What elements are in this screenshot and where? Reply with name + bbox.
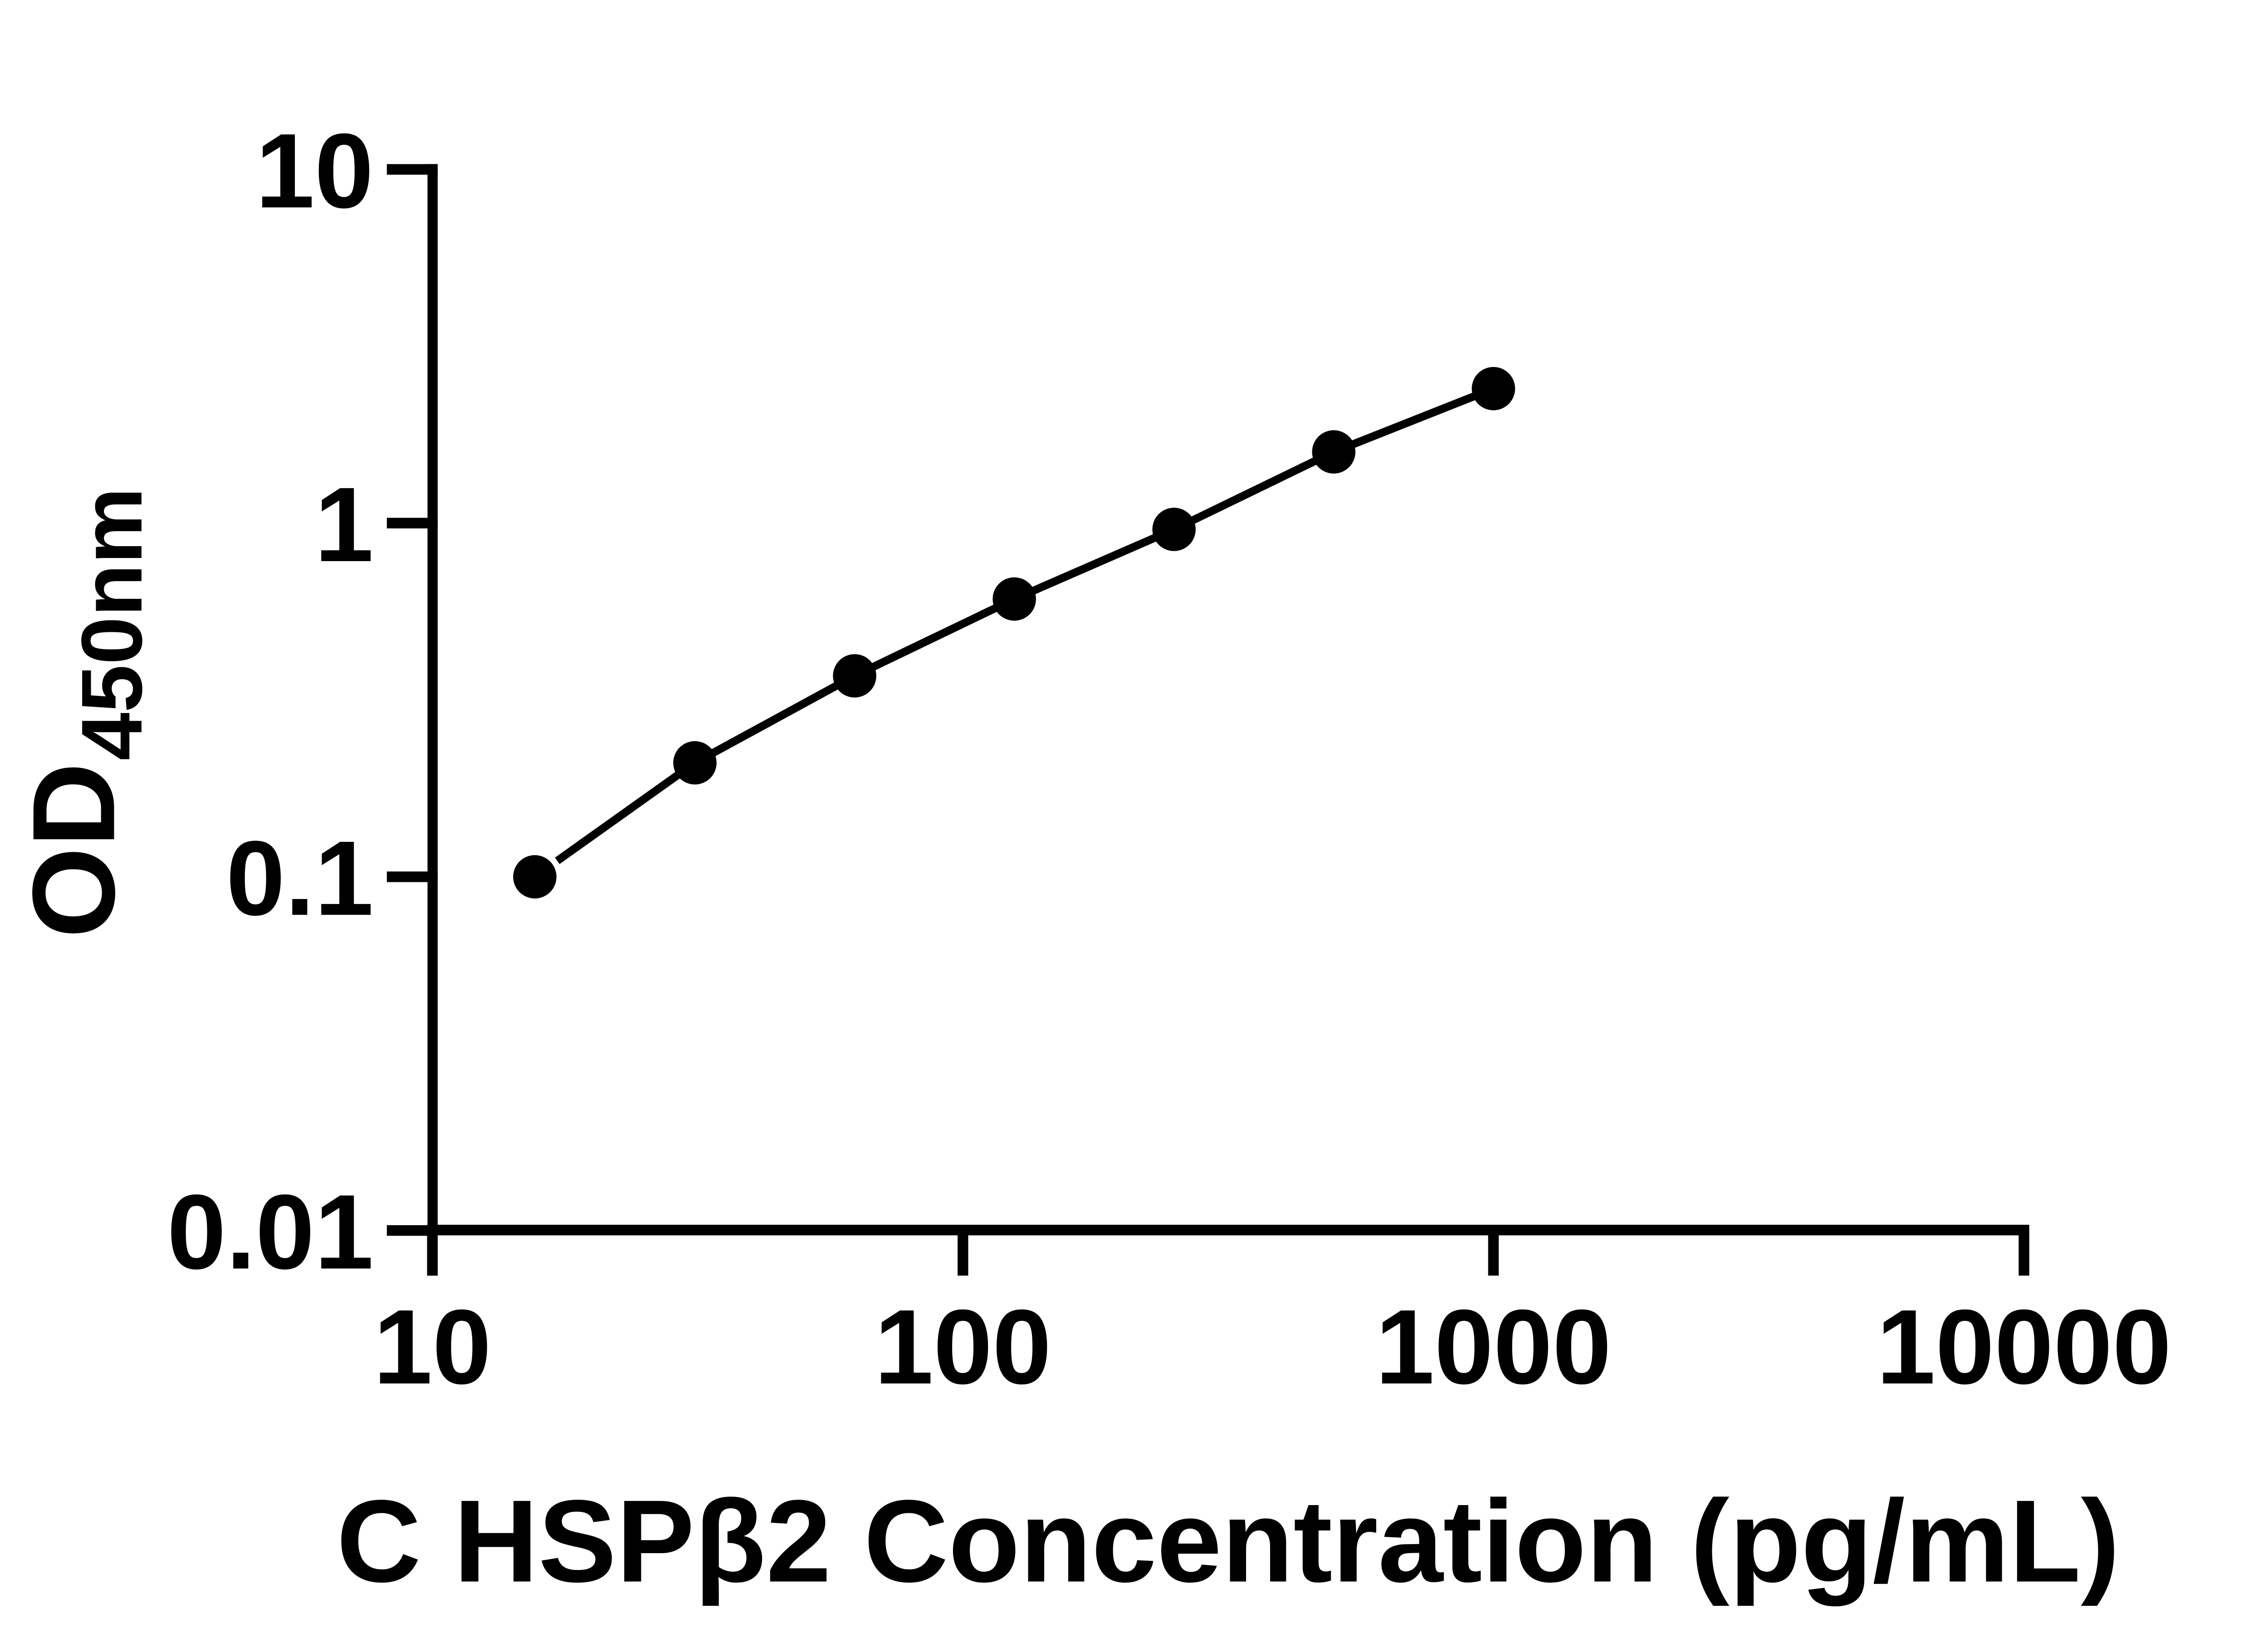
- data-point: [1152, 507, 1196, 551]
- data-point: [1471, 367, 1515, 411]
- x-axis-title: C HSPβ2 Concentration (pg/mL): [337, 1475, 2120, 1607]
- data-point: [833, 654, 876, 698]
- x-tick-label: 10: [373, 1287, 491, 1406]
- y-tick-label: 0.01: [167, 1172, 373, 1291]
- y-axis-title: OD 450nm: [8, 487, 160, 938]
- standard-curve-chart: 10 100 1000 10000 10 1 0.1 0.01 C HSPβ2 Concen…: [0, 20, 2268, 1613]
- data-point: [513, 855, 557, 899]
- data-point: [992, 577, 1036, 621]
- data-point: [673, 741, 717, 785]
- plot-background: [0, 20, 2268, 1613]
- data-series: [513, 367, 1515, 899]
- y-axis-title-main: OD: [8, 762, 139, 938]
- data-point: [1312, 430, 1356, 474]
- y-tick-label: 0.1: [226, 818, 373, 937]
- y-axis-title-subscript: 450nm: [64, 487, 160, 760]
- x-tick-label: 100: [875, 1287, 1051, 1406]
- y-axis-ticks: 10 1 0.1 0.01: [167, 111, 438, 1291]
- y-tick-label: 10: [255, 111, 373, 230]
- x-tick-label: 10000: [1877, 1287, 2171, 1406]
- axes: [427, 164, 2028, 1276]
- y-tick-label: 1: [314, 465, 373, 584]
- x-tick-label: 1000: [1375, 1287, 1611, 1406]
